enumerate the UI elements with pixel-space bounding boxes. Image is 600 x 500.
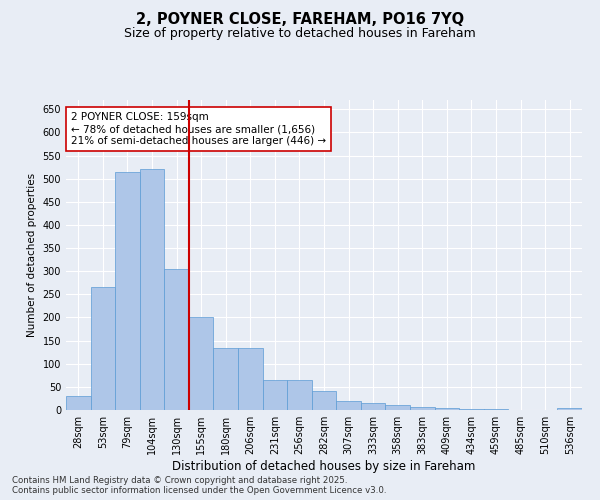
Y-axis label: Number of detached properties: Number of detached properties	[27, 173, 37, 337]
Bar	[459, 408, 484, 410]
Bar	[238, 348, 263, 410]
Bar	[361, 403, 385, 410]
Text: 2, POYNER CLOSE, FAREHAM, PO16 7YQ: 2, POYNER CLOSE, FAREHAM, PO16 7YQ	[136, 12, 464, 28]
Bar	[287, 380, 312, 410]
Bar	[66, 396, 91, 410]
Bar	[336, 400, 361, 410]
Bar	[385, 406, 410, 410]
Bar	[140, 170, 164, 410]
Bar	[410, 407, 434, 410]
Bar	[164, 269, 189, 410]
Bar	[115, 172, 140, 410]
Bar	[214, 348, 238, 410]
Bar	[263, 380, 287, 410]
Bar	[91, 288, 115, 410]
Bar	[189, 318, 214, 410]
Bar	[557, 408, 582, 410]
X-axis label: Distribution of detached houses by size in Fareham: Distribution of detached houses by size …	[172, 460, 476, 473]
Bar	[484, 409, 508, 410]
Bar	[434, 408, 459, 410]
Bar	[312, 392, 336, 410]
Text: Contains HM Land Registry data © Crown copyright and database right 2025.
Contai: Contains HM Land Registry data © Crown c…	[12, 476, 386, 495]
Text: Size of property relative to detached houses in Fareham: Size of property relative to detached ho…	[124, 28, 476, 40]
Text: 2 POYNER CLOSE: 159sqm
← 78% of detached houses are smaller (1,656)
21% of semi-: 2 POYNER CLOSE: 159sqm ← 78% of detached…	[71, 112, 326, 146]
